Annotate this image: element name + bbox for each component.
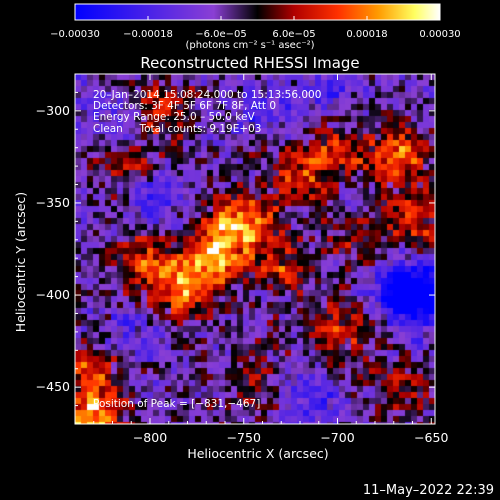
- colorbar: −0.00030 −0.00018 −6.0e−05 6.0e−05 0.00018 0.…: [50, 3, 461, 51]
- annotation-clean-counts: Clean Total counts: 9.19E+03: [93, 123, 262, 135]
- heatmap-canvas: [75, 74, 435, 424]
- footer-timestamp: 11–May–2022 22:39: [363, 483, 494, 498]
- annotation-energy-range: Energy Range: 25.0 – 50.0 keV: [93, 111, 255, 123]
- y-tick-label: −400: [36, 287, 70, 302]
- y-tick-label: −450: [36, 379, 70, 394]
- x-tick-label: −750: [227, 430, 261, 445]
- plot-area: −800 −750 −700 −650 −300 −350 −400 −450 20–Jan…: [36, 73, 448, 445]
- y-axis-ticks: −300 −350 −400 −450: [36, 73, 435, 407]
- annotation-peak-position: Position of Peak = [−831,−467]: [93, 398, 260, 410]
- x-axis-label: Heliocentric X (arcsec): [187, 446, 328, 461]
- chart-title: Reconstructed RHESSI Image: [140, 54, 359, 72]
- colorbar-tick-label: −0.00018: [123, 29, 173, 40]
- colorbar-tick-label: −6.0e−05: [195, 29, 247, 40]
- x-tick-label: −650: [414, 430, 448, 445]
- colorbar-tick-label: 0.00030: [419, 29, 460, 40]
- colorbar-tick-label: −0.00030: [50, 29, 100, 40]
- colorbar-tick-label: 0.00018: [346, 29, 387, 40]
- colorbar-ticks: −0.00030 −0.00018 −6.0e−05 6.0e−05 0.00018 0.…: [50, 16, 461, 40]
- x-tick-label: −700: [320, 430, 354, 445]
- colorbar-tick-label: 6.0e−05: [272, 29, 315, 40]
- x-tick-label: −800: [133, 430, 167, 445]
- y-tick-label: −350: [36, 195, 70, 210]
- heatmap-container: [75, 74, 435, 424]
- annotation-time-range: 20–Jan–2014 15:08:24.000 to 15:13:56.000: [93, 89, 321, 101]
- y-axis-label: Heliocentric Y (arcsec): [13, 192, 28, 332]
- colorbar-strip: [74, 3, 441, 21]
- colorbar-label: (photons cm⁻² s⁻¹ asec⁻²): [185, 40, 314, 51]
- x-axis-ticks: −800 −750 −700 −650: [93, 74, 448, 445]
- y-tick-label: −300: [36, 103, 70, 118]
- annotation-detectors: Detectors: 3F 4F 5F 6F 7F 8F, Att 0: [93, 100, 276, 112]
- plot-frame: [74, 73, 436, 425]
